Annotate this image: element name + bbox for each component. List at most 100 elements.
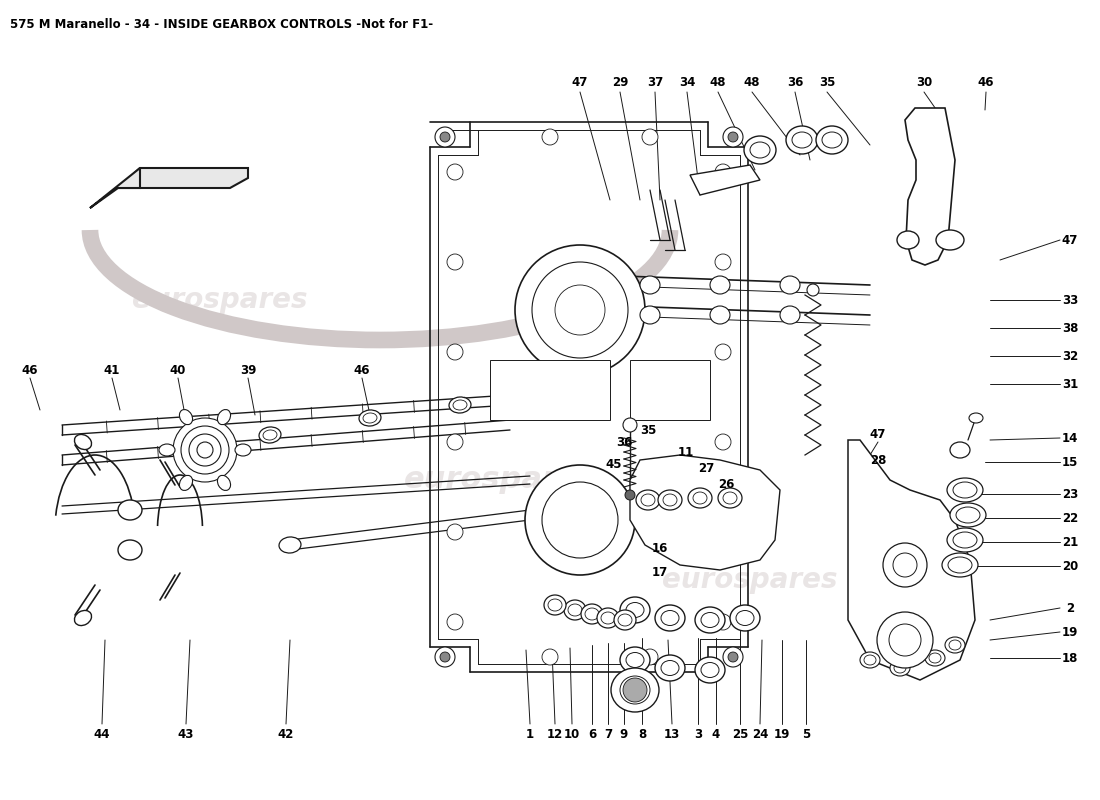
Text: 6: 6 (587, 727, 596, 741)
Ellipse shape (661, 661, 679, 675)
Ellipse shape (263, 430, 277, 440)
Text: 46: 46 (978, 75, 994, 89)
Ellipse shape (744, 136, 775, 164)
Polygon shape (848, 440, 975, 680)
Ellipse shape (118, 540, 142, 560)
Text: 29: 29 (612, 75, 628, 89)
Ellipse shape (947, 478, 983, 502)
Ellipse shape (718, 488, 743, 508)
Text: 22: 22 (1062, 511, 1078, 525)
Text: 1: 1 (526, 727, 535, 741)
Ellipse shape (786, 126, 818, 154)
Ellipse shape (792, 132, 812, 148)
Ellipse shape (695, 657, 725, 683)
Ellipse shape (950, 442, 970, 458)
Circle shape (440, 652, 450, 662)
Circle shape (525, 465, 635, 575)
Ellipse shape (822, 132, 842, 148)
Ellipse shape (620, 647, 650, 673)
Circle shape (807, 284, 820, 296)
Ellipse shape (585, 608, 600, 620)
Text: 21: 21 (1062, 535, 1078, 549)
Text: 38: 38 (1062, 322, 1078, 334)
Ellipse shape (626, 602, 644, 618)
Text: 47: 47 (1062, 234, 1078, 246)
Circle shape (182, 426, 229, 474)
Circle shape (197, 442, 213, 458)
Text: 47: 47 (572, 75, 588, 89)
Ellipse shape (620, 676, 650, 704)
Ellipse shape (636, 490, 660, 510)
Ellipse shape (936, 230, 964, 250)
Ellipse shape (956, 507, 980, 523)
Text: eurospares: eurospares (662, 566, 838, 594)
Text: 32: 32 (1062, 350, 1078, 362)
Text: 28: 28 (870, 454, 887, 466)
Text: 24: 24 (751, 727, 768, 741)
Ellipse shape (730, 605, 760, 631)
Text: 17: 17 (652, 566, 668, 578)
Ellipse shape (453, 400, 468, 410)
Ellipse shape (597, 608, 619, 628)
Text: 23: 23 (1062, 487, 1078, 501)
Ellipse shape (693, 492, 707, 504)
Ellipse shape (710, 276, 730, 294)
Ellipse shape (118, 500, 142, 520)
Ellipse shape (925, 650, 945, 666)
Text: 37: 37 (647, 75, 663, 89)
Ellipse shape (942, 553, 978, 577)
Text: 575 M Maranello - 34 - INSIDE GEARBOX CONTROLS -Not for F1-: 575 M Maranello - 34 - INSIDE GEARBOX CO… (10, 18, 433, 31)
Text: 48: 48 (710, 75, 726, 89)
Ellipse shape (548, 599, 562, 611)
Ellipse shape (258, 427, 280, 443)
Circle shape (723, 647, 743, 667)
Ellipse shape (601, 612, 615, 624)
Circle shape (447, 344, 463, 360)
Text: 27: 27 (697, 462, 714, 474)
Text: 15: 15 (1062, 455, 1078, 469)
Text: 43: 43 (178, 727, 195, 741)
Circle shape (728, 652, 738, 662)
Ellipse shape (688, 488, 712, 508)
Text: 7: 7 (604, 727, 612, 741)
Text: 35: 35 (640, 423, 657, 437)
Text: eurospares: eurospares (132, 286, 308, 314)
Text: 42: 42 (278, 727, 294, 741)
Ellipse shape (896, 231, 918, 249)
Circle shape (715, 434, 732, 450)
Ellipse shape (663, 494, 676, 506)
Ellipse shape (218, 475, 231, 490)
Text: 10: 10 (564, 727, 580, 741)
Text: 31: 31 (1062, 378, 1078, 390)
Circle shape (173, 418, 236, 482)
Circle shape (440, 132, 450, 142)
Text: 34: 34 (679, 75, 695, 89)
Ellipse shape (894, 663, 906, 673)
Text: 8: 8 (638, 727, 646, 741)
Text: 33: 33 (1062, 294, 1078, 306)
Polygon shape (690, 165, 760, 195)
Ellipse shape (581, 604, 603, 624)
Ellipse shape (610, 668, 659, 712)
Text: 26: 26 (718, 478, 734, 490)
Text: 44: 44 (94, 727, 110, 741)
Ellipse shape (816, 126, 848, 154)
Ellipse shape (640, 306, 660, 324)
Circle shape (447, 254, 463, 270)
Ellipse shape (948, 557, 972, 573)
Circle shape (515, 245, 645, 375)
Circle shape (893, 553, 917, 577)
Circle shape (542, 129, 558, 145)
Ellipse shape (618, 614, 632, 626)
Polygon shape (630, 360, 710, 420)
Ellipse shape (620, 597, 650, 623)
Ellipse shape (890, 660, 910, 676)
Ellipse shape (695, 607, 725, 633)
Ellipse shape (953, 482, 977, 498)
Circle shape (556, 285, 605, 335)
Circle shape (642, 129, 658, 145)
Circle shape (723, 127, 743, 147)
Circle shape (883, 543, 927, 587)
Text: 36: 36 (786, 75, 803, 89)
Ellipse shape (363, 413, 377, 423)
